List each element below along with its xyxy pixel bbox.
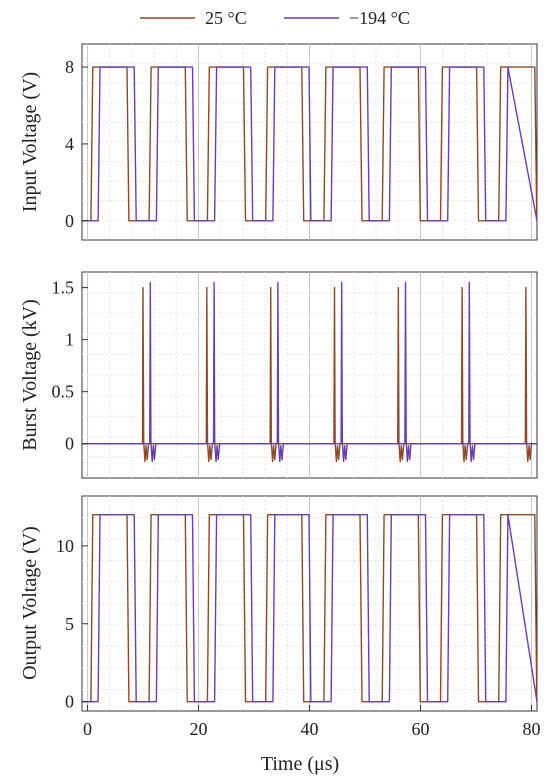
- x-tick-label: 20: [190, 719, 208, 739]
- y-axis-label: Burst Voltage (kV): [19, 299, 41, 450]
- y-tick-label: 5: [65, 614, 74, 634]
- y-axis-label: Output Voltage (V): [19, 526, 41, 680]
- legend-label-minus194c: −194 °C: [349, 8, 410, 28]
- y-tick-label: 8: [65, 57, 74, 77]
- y-tick-label: 1: [65, 330, 74, 350]
- output-voltage-panel: 0 5 10 0 20 40 60 80 Output Voltage (V) Time (…: [19, 495, 540, 775]
- legend: 25 °C −194 °C: [140, 8, 410, 28]
- series-line-minus194c: [82, 66, 538, 222]
- input-voltage-panel: 0 4 8 Input Voltage (V): [19, 43, 538, 241]
- x-tick-label: 40: [301, 719, 319, 739]
- y-ticks: 0 5 10: [56, 536, 88, 712]
- series-line-minus194c: [82, 514, 538, 703]
- series-line-25c: [82, 286, 537, 463]
- traces: [82, 514, 538, 703]
- x-tick-label: 0: [83, 719, 92, 739]
- x-tick-label: 80: [522, 719, 540, 739]
- burst-voltage-panel: 0 0.5 1 1.5 Burst Voltage (kV): [19, 271, 538, 479]
- y-ticks: 0 0.5 1 1.5: [52, 278, 88, 454]
- traces: [82, 66, 538, 222]
- y-tick-label: 1.5: [52, 278, 75, 298]
- traces: [82, 281, 537, 463]
- y-axis-label: Input Voltage (V): [19, 72, 41, 212]
- x-ticks: 0 20 40 60 80: [83, 705, 540, 739]
- y-tick-label: 10: [56, 536, 74, 556]
- x-axis-label: Time (μs): [261, 753, 339, 775]
- y-tick-label: 0: [65, 692, 74, 712]
- y-tick-label: 4: [65, 134, 74, 154]
- y-tick-label: 0: [65, 434, 74, 454]
- series-line-minus194c: [82, 281, 537, 463]
- y-ticks: 0 4 8: [65, 57, 88, 231]
- y-tick-label: 0: [65, 211, 74, 231]
- legend-label-25c: 25 °C: [205, 8, 247, 28]
- x-tick-label: 60: [411, 719, 429, 739]
- y-tick-label: 0.5: [52, 382, 75, 402]
